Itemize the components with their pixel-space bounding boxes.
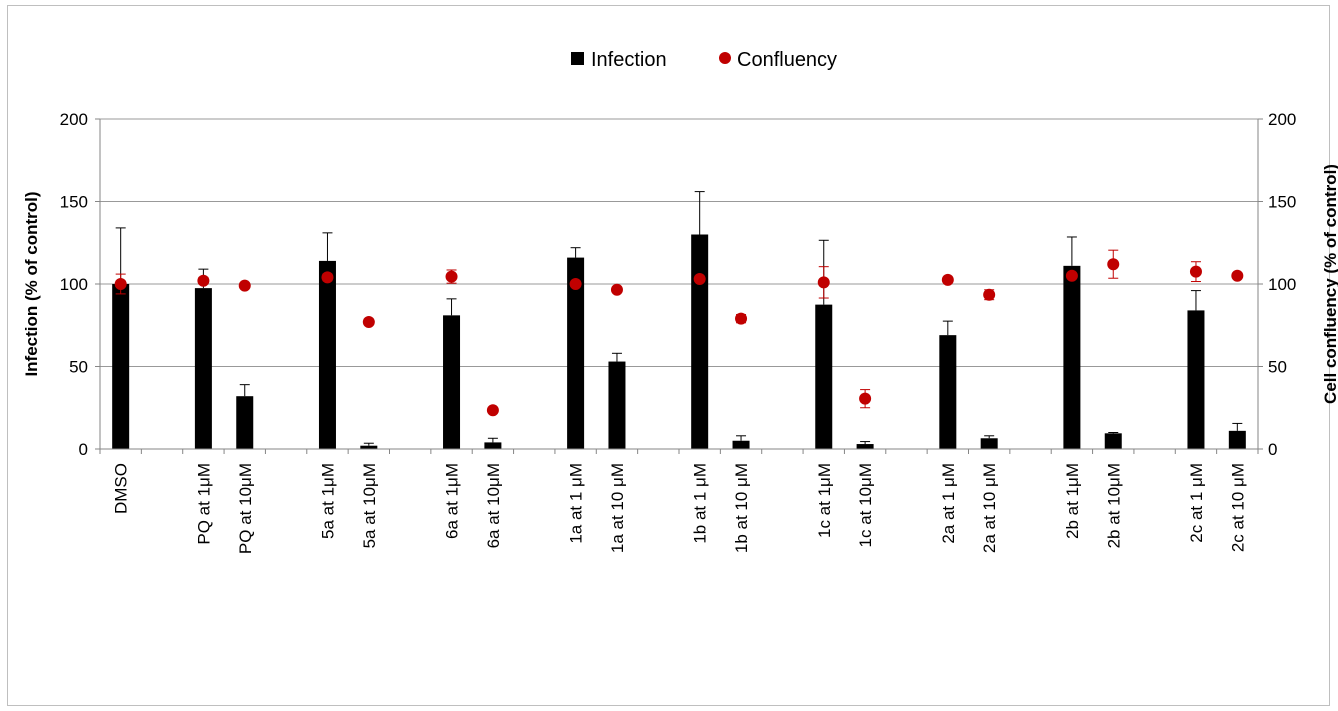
confluency-point xyxy=(362,315,375,328)
y-tick-label: 150 xyxy=(60,193,88,212)
confluency-point xyxy=(238,279,251,292)
confluency-point xyxy=(735,312,748,325)
confluency-point xyxy=(445,270,458,283)
x-tick-label: PQ at 1μM xyxy=(194,463,213,545)
infection-bar xyxy=(112,284,130,449)
y-tick-label: 200 xyxy=(60,110,88,129)
x-tick-label: 1a at 1 μM xyxy=(567,463,586,544)
x-tick-label: 2b at 1μM xyxy=(1063,463,1082,539)
infection-bar xyxy=(484,442,502,449)
confluency-point xyxy=(1065,269,1078,282)
y2-tick-label: 100 xyxy=(1268,275,1296,294)
legend-label-confluency: Confluency xyxy=(737,49,837,71)
infection-bar xyxy=(1187,310,1205,449)
confluency-point xyxy=(817,276,830,289)
confluency-point xyxy=(1107,258,1120,271)
legend-label-infection: Infection xyxy=(591,49,667,71)
x-tick-label: 5a at 10μM xyxy=(360,463,379,548)
x-tick-label: 1b at 10 μM xyxy=(732,463,751,553)
x-tick-label: 1c at 10μM xyxy=(856,463,875,547)
x-tick-label: DMSO xyxy=(112,463,131,514)
infection-bar xyxy=(732,440,750,449)
confluency-point xyxy=(941,273,954,286)
y2-tick-label: 200 xyxy=(1268,110,1296,129)
axes xyxy=(95,118,1263,454)
infection-bar xyxy=(980,438,998,449)
y2-tick-label: 50 xyxy=(1268,358,1287,377)
x-tick-label: 2a at 1 μM xyxy=(939,463,958,544)
y2-tick-label: 0 xyxy=(1268,440,1277,459)
y2-axis-title: Cell confluency (% of control) xyxy=(1321,164,1338,404)
confluency-point xyxy=(693,273,706,286)
x-tick-label: 2c at 10 μM xyxy=(1228,463,1247,552)
x-tick-label: 2b at 10μM xyxy=(1104,463,1123,548)
confluency-point xyxy=(1189,265,1202,278)
x-tick-label: PQ at 10μM xyxy=(236,463,255,554)
x-tick-label: 1b at 1 μM xyxy=(691,463,710,544)
infection-bar xyxy=(567,257,585,449)
confluency-point xyxy=(321,271,334,284)
y-tick-label: 50 xyxy=(69,358,88,377)
infection-bar xyxy=(856,444,874,449)
x-tick-label: 2a at 10 μM xyxy=(980,463,999,553)
chart-frame xyxy=(7,5,1330,706)
infection-bar xyxy=(318,260,336,449)
infection-bars xyxy=(112,234,1246,449)
x-tick-label: 1c at 1μM xyxy=(815,463,834,538)
confluency-point xyxy=(983,288,996,301)
infection-bar xyxy=(1228,430,1246,449)
infection-bar xyxy=(939,335,957,449)
infection-bar xyxy=(1104,433,1122,449)
infection-bar xyxy=(691,234,709,449)
x-tick-label: 5a at 1μM xyxy=(318,463,337,539)
y2-tick-label: 150 xyxy=(1268,193,1296,212)
infection-bar xyxy=(236,396,254,449)
y-tick-label: 0 xyxy=(79,440,88,459)
infection-bar xyxy=(194,288,212,449)
infection-bar xyxy=(1063,265,1081,449)
infection-bar xyxy=(443,315,461,449)
confluency-point xyxy=(569,278,582,290)
legend-marker-confluency xyxy=(719,52,731,64)
x-tick-label: 6a at 1μM xyxy=(443,463,462,539)
confluency-point xyxy=(114,278,127,290)
legend: Infection Confluency xyxy=(571,49,837,71)
confluency-point xyxy=(486,404,499,417)
gridlines xyxy=(100,118,1258,367)
infection-bar xyxy=(608,361,626,449)
confluency-points xyxy=(114,258,1244,417)
confluency-point xyxy=(1231,269,1244,282)
confluency-point xyxy=(197,274,210,287)
y-tick-labels: 0 0 50 50 100 100 150 150 200 200 xyxy=(60,110,1297,459)
y-axis-title: Infection (% of control) xyxy=(22,191,41,376)
confluency-point xyxy=(610,283,623,296)
infection-bar xyxy=(360,445,378,449)
x-tick-label: 2c at 1 μM xyxy=(1187,463,1206,543)
legend-marker-infection xyxy=(571,52,584,65)
y-tick-label: 100 xyxy=(60,275,88,294)
x-tick-labels: DMSO PQ at 1μM PQ at 10μM 5a at 1μM 5a at 10… xyxy=(112,463,1248,554)
x-tick-label: 1a at 10 μM xyxy=(608,463,627,553)
x-tick-label: 6a at 10μM xyxy=(484,463,503,548)
confluency-point xyxy=(859,392,872,405)
infection-bar xyxy=(815,304,833,449)
